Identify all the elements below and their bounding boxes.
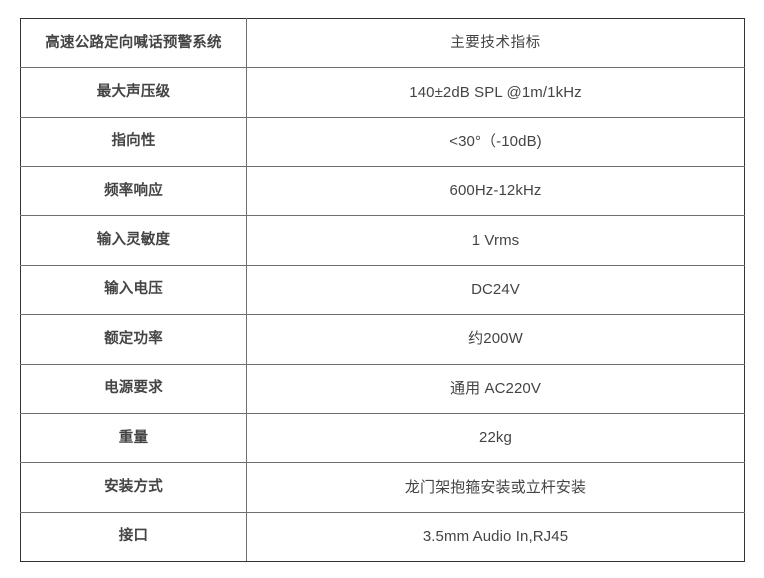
row-label-power-requirement: 电源要求: [20, 363, 247, 414]
row-value-frequency-response: 600Hz-12kHz: [246, 166, 745, 217]
row-value-weight: 22kg: [246, 412, 745, 464]
table-header-label: 高速公路定向喊话预警系统: [20, 17, 247, 69]
row-value-rated-power: 约200W: [246, 314, 745, 365]
table-row: 频率响应 600Hz-12kHz: [20, 166, 745, 217]
table-row: 安装方式 龙门架抱箍安装或立杆安装: [20, 462, 745, 513]
row-value-power-requirement: 通用 AC220V: [246, 363, 745, 414]
row-label-max-spl: 最大声压级: [20, 67, 247, 118]
row-label-interface: 接口: [20, 511, 247, 562]
row-label-input-sensitivity: 输入灵敏度: [20, 215, 247, 266]
table-row: 输入灵敏度 1 Vrms: [20, 215, 745, 266]
row-value-max-spl: 140±2dB SPL @1m/1kHz: [246, 67, 745, 118]
row-value-directivity: <30°（-10dB): [246, 116, 745, 168]
row-value-mounting-method: 龙门架抱箍安装或立杆安装: [246, 462, 745, 513]
row-value-interface: 3.5mm Audio In,RJ45: [246, 511, 745, 562]
table-row: 接口 3.5mm Audio In,RJ45: [20, 511, 745, 562]
row-value-input-voltage: DC24V: [246, 264, 745, 316]
table-row: 输入电压 DC24V: [20, 264, 745, 316]
table-row: 指向性 <30°（-10dB): [20, 116, 745, 168]
row-value-input-sensitivity: 1 Vrms: [246, 215, 745, 266]
row-label-input-voltage: 输入电压: [20, 264, 247, 316]
row-label-frequency-response: 频率响应: [20, 166, 247, 217]
row-label-weight: 重量: [20, 412, 247, 464]
row-label-directivity: 指向性: [20, 116, 247, 168]
row-label-mounting-method: 安装方式: [20, 462, 247, 513]
row-label-rated-power: 额定功率: [20, 314, 247, 365]
table-header-row: 高速公路定向喊话预警系统 主要技术指标: [20, 17, 745, 69]
table-row: 电源要求 通用 AC220V: [20, 363, 745, 414]
specifications-table: 高速公路定向喊话预警系统 主要技术指标 最大声压级 140±2dB SPL @1…: [20, 17, 745, 562]
table-row: 额定功率 约200W: [20, 314, 745, 365]
table-row: 最大声压级 140±2dB SPL @1m/1kHz: [20, 67, 745, 118]
spec-table-container: 高速公路定向喊话预警系统 主要技术指标 最大声压级 140±2dB SPL @1…: [20, 17, 745, 562]
table-body: 高速公路定向喊话预警系统 主要技术指标 最大声压级 140±2dB SPL @1…: [20, 17, 745, 562]
table-header-value: 主要技术指标: [246, 17, 745, 69]
table-row: 重量 22kg: [20, 412, 745, 464]
